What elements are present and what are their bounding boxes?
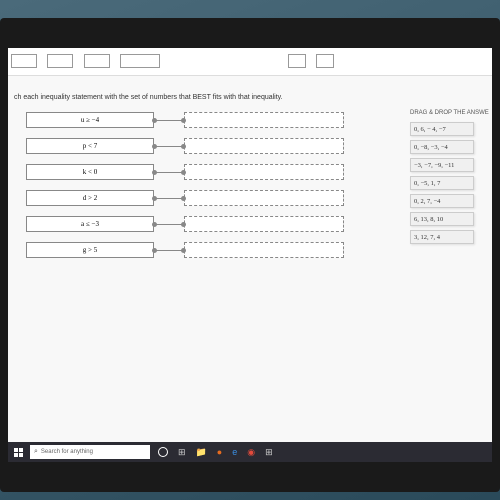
drop-target[interactable]: [184, 190, 344, 206]
instruction-text: ch each inequality statement with the se…: [14, 94, 283, 101]
match-row: u ≥ −4: [26, 110, 366, 130]
match-row: a ≤ −3: [26, 214, 366, 234]
search-placeholder: Search for anything: [41, 449, 93, 455]
inequality-prompt: g > 5: [26, 242, 154, 258]
match-row: d > 2: [26, 188, 366, 208]
drop-target[interactable]: [184, 138, 344, 154]
connector: [154, 172, 184, 173]
connector: [154, 224, 184, 225]
taskbar-pinned-icons: ⊞ 📁 ● e ◉ ⊞: [178, 447, 273, 458]
windows-taskbar: ⌕ Search for anything ⊞ 📁 ● e ◉ ⊞: [8, 442, 492, 462]
windows-logo-icon: [14, 448, 23, 457]
inequality-prompt: u ≥ −4: [26, 112, 154, 128]
match-row: p < 7: [26, 136, 366, 156]
toolbar-button[interactable]: [120, 54, 160, 68]
inequality-prompt: p < 7: [26, 138, 154, 154]
answer-chip[interactable]: 0, 6, − 4, −7: [410, 122, 474, 136]
chrome-icon[interactable]: ◉: [247, 447, 255, 458]
answer-panel: DRAG & DROP THE ANSWE 0, 6, − 4, −7 0, −…: [410, 110, 486, 248]
store-icon[interactable]: ⊞: [265, 447, 273, 458]
match-row: k < 0: [26, 162, 366, 182]
toolbar-button[interactable]: [84, 54, 110, 68]
search-icon: ⌕: [34, 448, 38, 456]
matching-area: u ≥ −4 p < 7 k < 0 d > 2: [26, 110, 366, 266]
drop-target[interactable]: [184, 112, 344, 128]
inequality-prompt: a ≤ −3: [26, 216, 154, 232]
answer-chip[interactable]: 6, 13, 8, 10: [410, 212, 474, 226]
answer-chip[interactable]: 3, 12, 7, 4: [410, 230, 474, 244]
answer-chip[interactable]: 0, 2, 7, −4: [410, 194, 474, 208]
inequality-prompt: d > 2: [26, 190, 154, 206]
toolbar-button[interactable]: [288, 54, 306, 68]
toolbar-button[interactable]: [47, 54, 73, 68]
firefox-icon[interactable]: ●: [217, 447, 222, 458]
start-button[interactable]: [8, 442, 28, 462]
taskbar-search[interactable]: ⌕ Search for anything: [30, 445, 150, 459]
answer-panel-title: DRAG & DROP THE ANSWE: [410, 110, 486, 116]
answer-chip[interactable]: −3, −7, −9, −11: [410, 158, 474, 172]
drop-target[interactable]: [184, 216, 344, 232]
connector: [154, 146, 184, 147]
answer-chip[interactable]: 0, −5, 1, 7: [410, 176, 474, 190]
monitor-bezel: ch each inequality statement with the se…: [0, 18, 500, 492]
match-row: g > 5: [26, 240, 366, 260]
connector: [154, 198, 184, 199]
task-view-icon[interactable]: ⊞: [178, 447, 186, 458]
toolbar-button[interactable]: [11, 54, 37, 68]
inequality-prompt: k < 0: [26, 164, 154, 180]
edge-icon[interactable]: e: [232, 447, 237, 458]
screen: ch each inequality statement with the se…: [8, 48, 492, 462]
app-toolbar: [8, 48, 492, 76]
cortana-icon[interactable]: [158, 447, 168, 457]
connector: [154, 120, 184, 121]
connector: [154, 250, 184, 251]
drop-target[interactable]: [184, 164, 344, 180]
toolbar-button[interactable]: [316, 54, 334, 68]
drop-target[interactable]: [184, 242, 344, 258]
photo-background: ch each inequality statement with the se…: [0, 0, 500, 500]
answer-chip[interactable]: 0, −8, −3, −4: [410, 140, 474, 154]
folder-icon[interactable]: 📁: [196, 447, 207, 458]
